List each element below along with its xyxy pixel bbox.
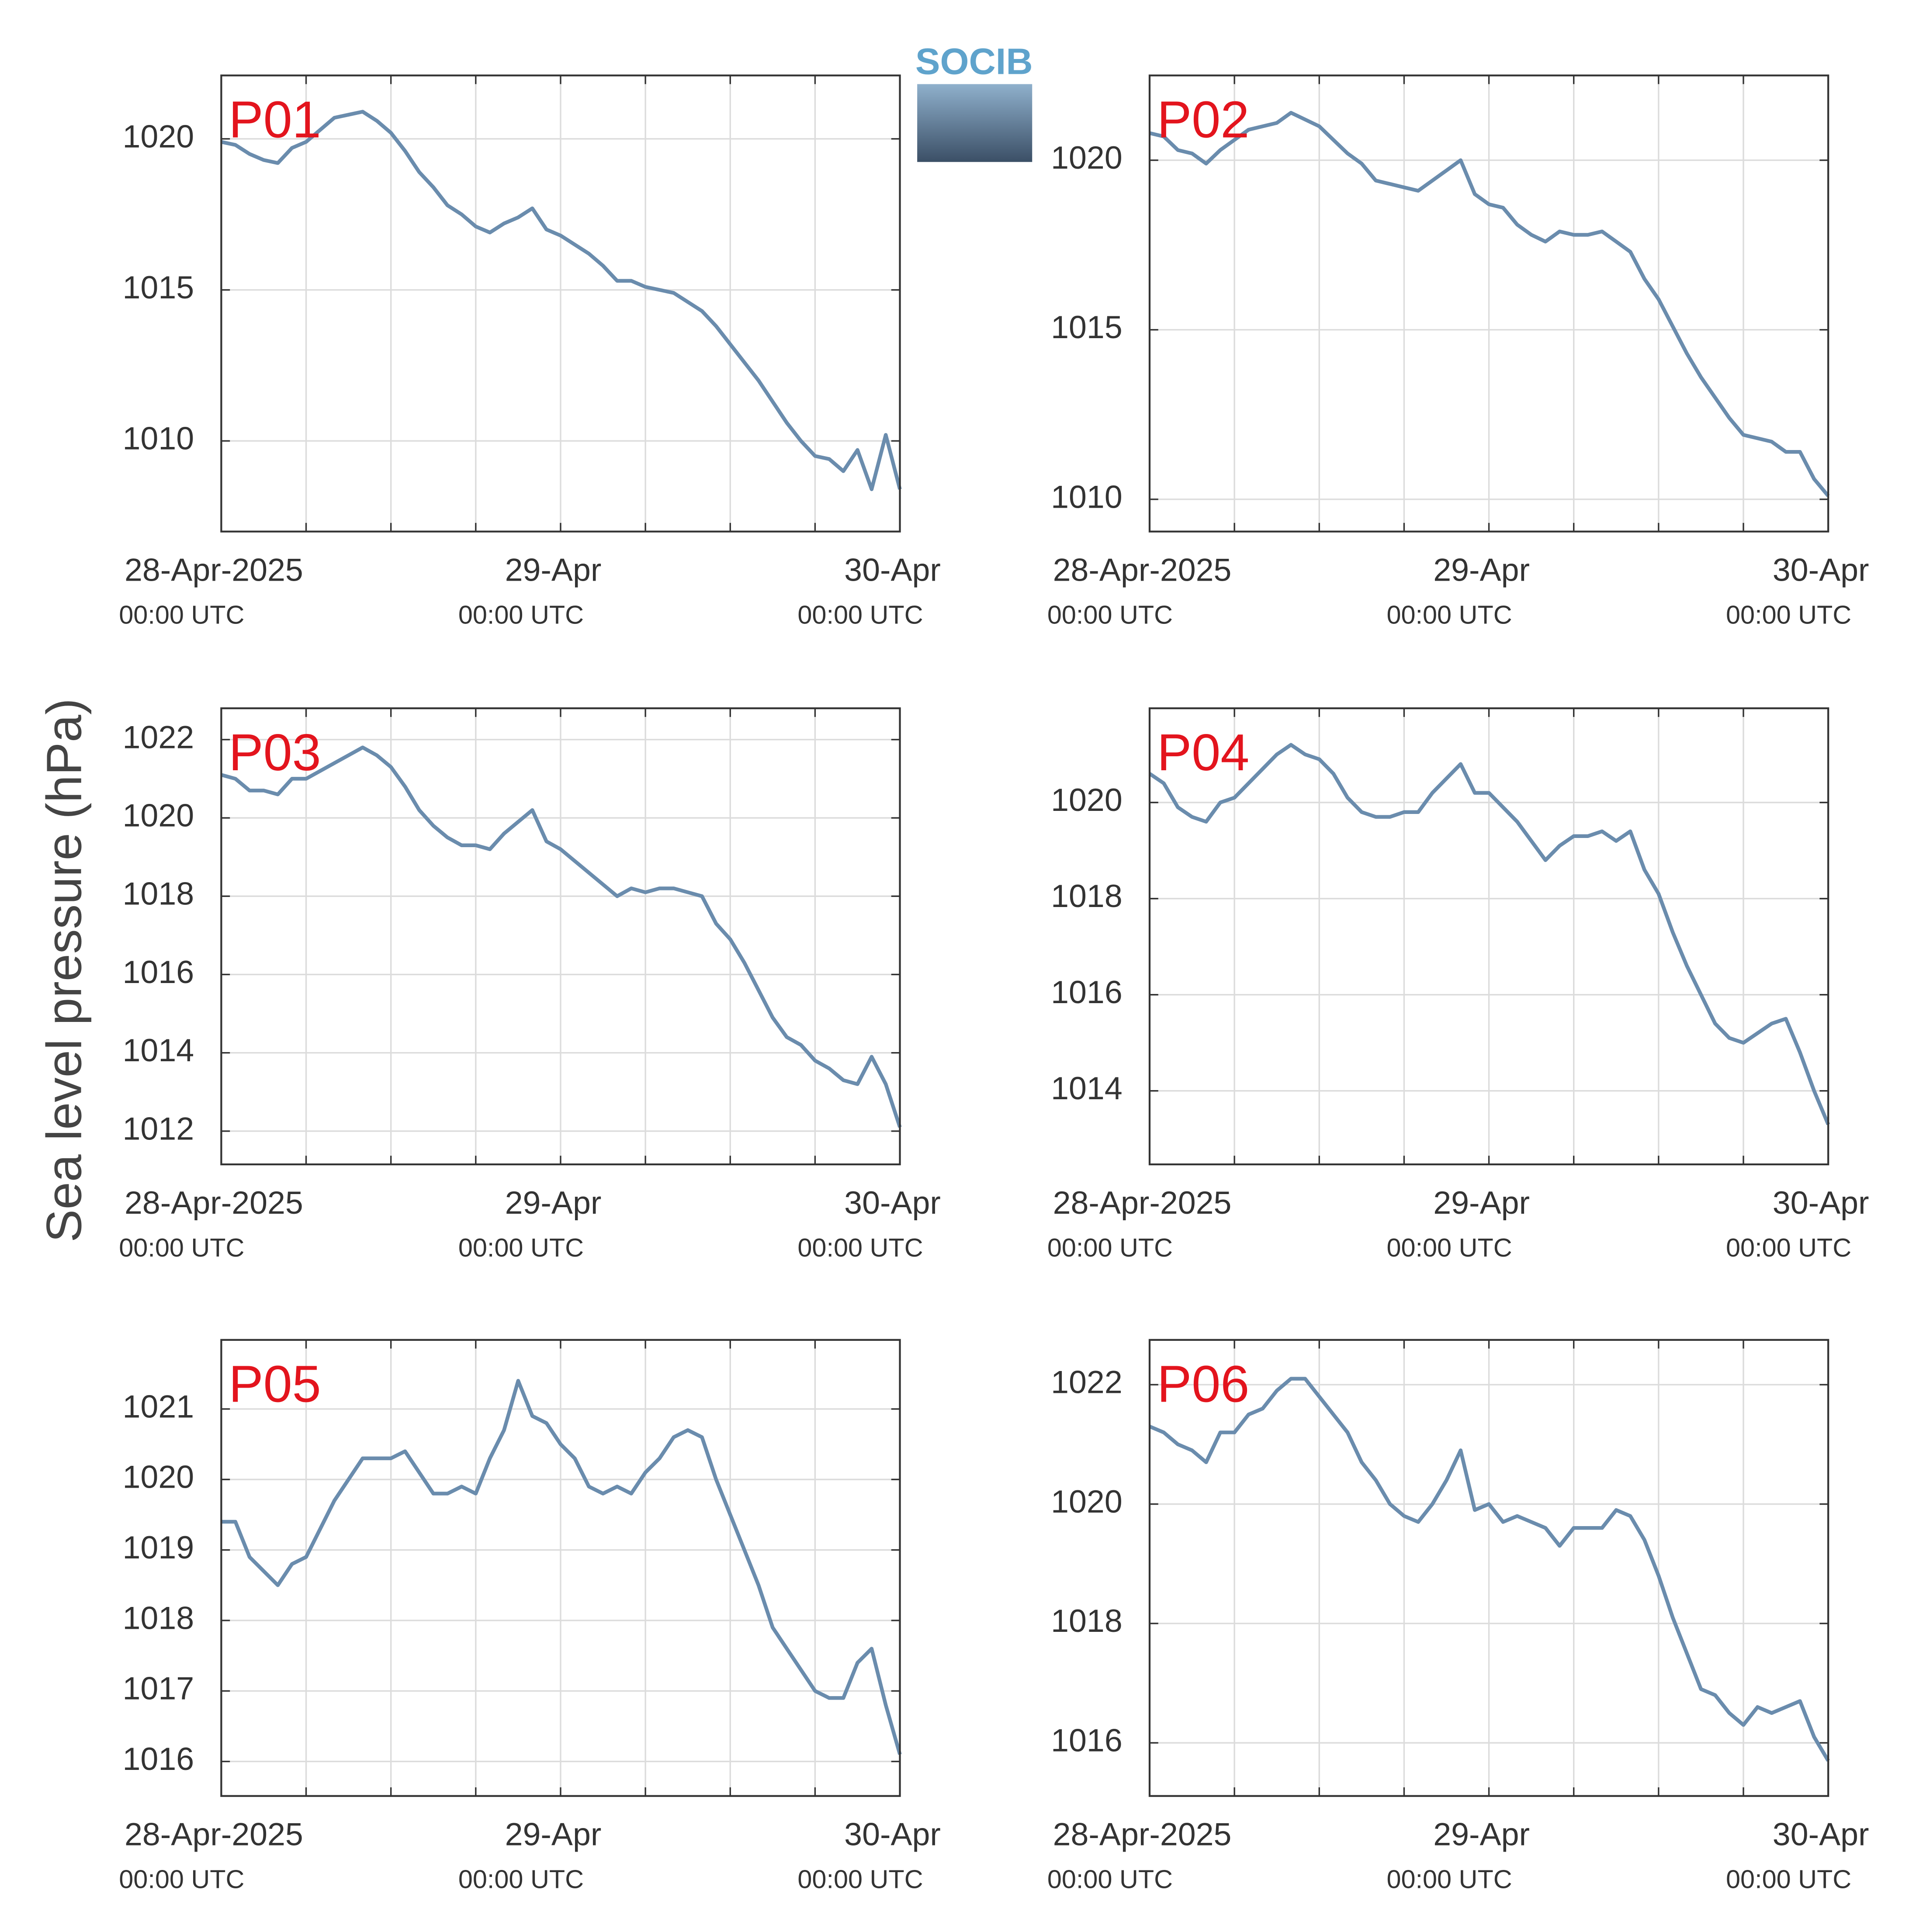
y-tick-label: 1010 — [1051, 478, 1123, 515]
x-tick-label: 28-Apr-2025 — [1053, 551, 1232, 588]
plot-frame — [1148, 74, 1829, 533]
x-tick-label: 29-Apr — [1433, 1184, 1530, 1221]
x-tick-sublabel: 00:00 UTC — [797, 1865, 923, 1894]
x-tick-sublabel: 00:00 UTC — [1726, 1233, 1851, 1262]
y-tick-label: 1020 — [1051, 1483, 1123, 1520]
panel-title: P02 — [1157, 90, 1249, 149]
x-tick-sublabel: 00:00 UTC — [119, 600, 244, 629]
y-tick-label: 1017 — [123, 1670, 194, 1707]
x-tick-sublabel: 00:00 UTC — [1047, 1865, 1173, 1894]
x-tick-label: 30-Apr — [1773, 551, 1869, 588]
panel: 28-Apr-2025 00:00 UTC 29-Apr 00:00 UTC 30-Ap… — [119, 707, 941, 1262]
y-tick-label: 1021 — [123, 1388, 194, 1424]
x-tick-sublabel: 00:00 UTC — [458, 1865, 584, 1894]
x-tick-sublabel: 00:00 UTC — [1386, 1233, 1512, 1262]
y-tick-label: 1020 — [123, 1459, 194, 1495]
series-line — [221, 1379, 902, 1755]
panel: 28-Apr-2025 00:00 UTC 29-Apr 00:00 UTC 30-Ap… — [119, 1339, 941, 1894]
y-tick-label: 1016 — [123, 1741, 194, 1777]
series-line — [1149, 111, 1830, 497]
x-tick-label: 29-Apr — [505, 1816, 602, 1852]
y-tick-label: 1018 — [123, 876, 194, 912]
series-line — [1148, 743, 1830, 1125]
x-tick-label: 28-Apr-2025 — [1053, 1184, 1232, 1221]
y-tick-label: 1012 — [123, 1110, 194, 1146]
x-tick-sublabel: 00:00 UTC — [797, 1233, 923, 1262]
x-tick-label: 28-Apr-2025 — [1053, 1816, 1232, 1852]
x-tick-sublabel: 00:00 UTC — [119, 1233, 244, 1262]
y-tick-label: 1020 — [1051, 139, 1123, 176]
panel: 28-Apr-2025 00:00 UTC 29-Apr 00:00 UTC 30-Ap… — [119, 74, 941, 629]
logo-text: SOCIB — [915, 41, 1033, 82]
series-line — [221, 110, 902, 492]
x-tick-label: 30-Apr — [1773, 1816, 1869, 1852]
y-tick-label: 1010 — [123, 420, 194, 457]
x-tick-label: 29-Apr — [1433, 551, 1530, 588]
x-tick-sublabel: 00:00 UTC — [1047, 1233, 1173, 1262]
y-tick-label: 1018 — [1051, 1603, 1123, 1639]
y-tick-label: 1015 — [123, 269, 194, 305]
panel: 28-Apr-2025 00:00 UTC 29-Apr 00:00 UTC 30-Ap… — [1047, 1339, 1869, 1894]
x-tick-sublabel: 00:00 UTC — [1386, 1865, 1512, 1894]
x-tick-label: 29-Apr — [1433, 1816, 1530, 1852]
panel: 28-Apr-2025 00:00 UTC 29-Apr 00:00 UTC 30-Ap… — [1047, 74, 1869, 629]
x-tick-sublabel: 00:00 UTC — [797, 600, 923, 629]
x-tick-label: 28-Apr-2025 — [125, 551, 303, 588]
plot-frame — [1148, 1339, 1829, 1797]
y-tick-label: 1014 — [1051, 1070, 1123, 1106]
y-tick-label: 1019 — [123, 1529, 194, 1565]
y-tick-label: 1020 — [123, 118, 194, 154]
panel-title: P06 — [1157, 1355, 1249, 1413]
y-tick-label: 1016 — [123, 954, 194, 990]
logo-mark — [917, 84, 1032, 162]
x-tick-label: 29-Apr — [505, 551, 602, 588]
panel-title: P01 — [229, 90, 321, 149]
y-tick-label: 1020 — [1051, 782, 1123, 818]
x-tick-sublabel: 00:00 UTC — [1047, 600, 1173, 629]
plot-frame — [1148, 707, 1829, 1166]
y-tick-label: 1020 — [123, 797, 194, 833]
y-axis-label: Sea level pressure (hPa) — [36, 698, 91, 1242]
series-line — [1149, 1377, 1830, 1762]
panel-title: P03 — [229, 724, 321, 782]
y-tick-label: 1018 — [123, 1600, 194, 1636]
series-line — [221, 745, 902, 1128]
x-tick-label: 28-Apr-2025 — [125, 1816, 303, 1852]
y-tick-label: 1022 — [123, 719, 194, 755]
panel-title: P05 — [229, 1355, 321, 1413]
plot-frame — [220, 74, 901, 533]
y-tick-label: 1022 — [1051, 1364, 1123, 1400]
y-tick-label: 1016 — [1051, 1722, 1123, 1759]
x-tick-sublabel: 00:00 UTC — [1386, 600, 1512, 629]
x-tick-sublabel: 00:00 UTC — [1726, 1865, 1851, 1894]
y-tick-label: 1016 — [1051, 974, 1123, 1010]
x-tick-label: 28-Apr-2025 — [125, 1184, 303, 1221]
x-tick-label: 30-Apr — [1773, 1184, 1869, 1221]
plot-frame — [220, 1339, 901, 1797]
x-tick-sublabel: 00:00 UTC — [458, 600, 584, 629]
panel: 28-Apr-2025 00:00 UTC 29-Apr 00:00 UTC 30-Ap… — [1047, 707, 1869, 1262]
y-tick-label: 1014 — [123, 1032, 194, 1068]
x-tick-label: 29-Apr — [505, 1184, 602, 1221]
x-tick-label: 30-Apr — [844, 551, 941, 588]
logo: SOCIB — [915, 41, 1033, 162]
y-tick-label: 1018 — [1051, 878, 1123, 914]
x-tick-sublabel: 00:00 UTC — [1726, 600, 1851, 629]
x-tick-sublabel: 00:00 UTC — [119, 1865, 244, 1894]
x-tick-sublabel: 00:00 UTC — [458, 1233, 584, 1262]
panel-title: P04 — [1157, 724, 1249, 782]
x-tick-label: 30-Apr — [844, 1184, 941, 1221]
plot-frame — [220, 707, 901, 1166]
x-tick-label: 30-Apr — [844, 1816, 941, 1852]
y-tick-label: 1015 — [1051, 309, 1123, 345]
